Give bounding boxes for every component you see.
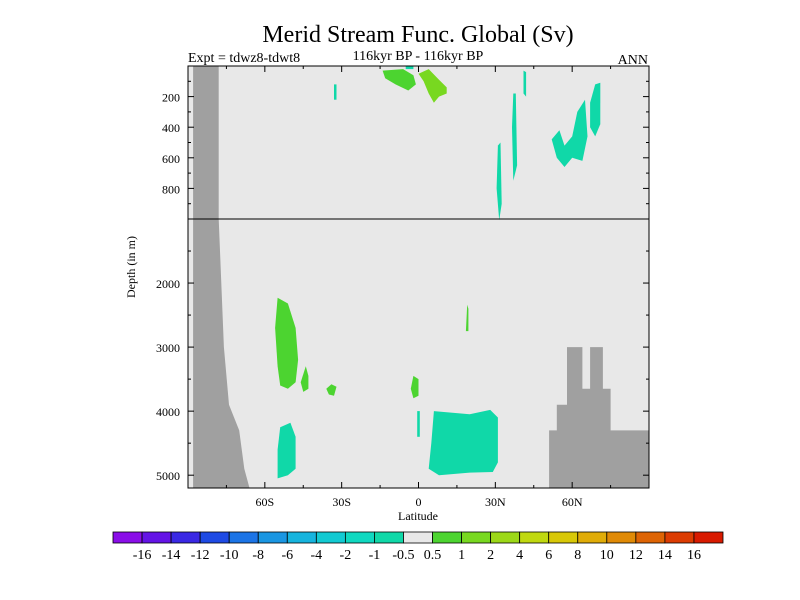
contour-region-16 xyxy=(590,82,601,137)
contour-region-6 xyxy=(428,409,498,476)
contour-region-9 xyxy=(418,69,447,103)
colorbar-box-20 xyxy=(693,531,724,544)
x-tick-label-2: 0 xyxy=(416,495,422,509)
colorbar-box-9 xyxy=(374,531,404,544)
colorbar-label-17: 12 xyxy=(629,548,643,563)
colorbar-label-16: 10 xyxy=(600,548,614,563)
contour-region-10 xyxy=(405,66,414,70)
contour-region-12 xyxy=(496,142,502,221)
experiment-label: Expt = tdwz8-tdwt8 xyxy=(188,51,300,66)
y-axis-label: Depth (in m) xyxy=(124,236,138,298)
colorbar-box-1 xyxy=(141,531,172,544)
chart-title: Merid Stream Func. Global (Sv) xyxy=(262,22,573,48)
colorbar-box-6 xyxy=(286,531,317,544)
colorbar-label-1: -14 xyxy=(162,548,181,563)
period-label: 116kyr BP - 116kyr BP xyxy=(353,49,484,64)
x-tick-label-4: 60N xyxy=(562,495,583,509)
x-tick-label-1: 30S xyxy=(332,495,351,509)
colorbar-label-7: -2 xyxy=(340,548,352,563)
colorbar: -16 -14 -12 -10 -8 -6 -4 -2 -1 -0.5 0.5 1 2 4 6 8 10 12 14… xyxy=(112,531,724,563)
colorbar-box-12 xyxy=(461,531,492,544)
x-tick-label-3: 30N xyxy=(485,495,506,509)
contour-region-14 xyxy=(523,70,527,97)
colorbar-box-4 xyxy=(228,531,259,544)
contour-region-13 xyxy=(512,93,518,181)
colorbar-label-11: 1 xyxy=(458,548,465,563)
colorbar-box-17 xyxy=(606,531,637,544)
colorbar-box-10 xyxy=(403,531,433,544)
colorbar-label-18: 14 xyxy=(658,548,672,563)
colorbar-box-14 xyxy=(519,531,550,544)
y-axis: 200 400 600 800 2000 3000 4000 5000 xyxy=(156,80,649,483)
land-left-wall xyxy=(193,66,250,488)
colorbar-box-5 xyxy=(257,531,288,544)
season-label: ANN xyxy=(618,53,648,68)
colorbar-label-6: -4 xyxy=(310,548,322,563)
contour-region-3 xyxy=(410,375,419,399)
contour-regions xyxy=(275,66,601,479)
contour-region-15 xyxy=(551,99,588,167)
colorbar-label-15: 8 xyxy=(574,548,581,563)
colorbar-box-15 xyxy=(548,531,579,544)
colorbar-box-19 xyxy=(664,531,695,544)
contour-region-1 xyxy=(300,366,309,392)
colorbar-box-11 xyxy=(432,531,462,544)
colorbar-box-7 xyxy=(315,531,346,544)
colorbar-label-4: -8 xyxy=(252,548,264,563)
land-right-block xyxy=(549,347,649,488)
colorbar-box-8 xyxy=(344,531,375,544)
contour-region-0 xyxy=(275,297,299,389)
contour-region-7 xyxy=(417,411,420,437)
y-tick-label-4: 2000 xyxy=(156,277,180,291)
land-mask xyxy=(193,66,649,488)
colorbar-label-3: -10 xyxy=(220,548,239,563)
colorbar-label-13: 4 xyxy=(516,548,523,563)
colorbar-label-12: 2 xyxy=(487,548,494,563)
contour-region-2 xyxy=(326,384,337,396)
colorbar-box-0 xyxy=(112,531,143,544)
colorbar-label-19: 16 xyxy=(687,548,701,563)
colorbar-box-18 xyxy=(635,531,666,544)
y-tick-label-0: 200 xyxy=(162,91,180,105)
colorbar-label-8: -1 xyxy=(369,548,381,563)
colorbar-box-16 xyxy=(577,531,608,544)
colorbar-box-3 xyxy=(199,531,230,544)
colorbar-label-2: -12 xyxy=(191,548,210,563)
y-tick-label-7: 5000 xyxy=(156,469,180,483)
y-tick-label-3: 800 xyxy=(162,182,180,196)
contour-region-8 xyxy=(382,69,416,91)
colorbar-label-5: -6 xyxy=(281,548,293,563)
contour-region-11 xyxy=(334,84,337,100)
colorbar-label-0: -16 xyxy=(133,548,152,563)
x-axis-label: Latitude xyxy=(398,509,438,523)
x-axis: 60S 30S 0 30N 60N xyxy=(225,66,612,509)
y-tick-label-1: 400 xyxy=(162,121,180,135)
y-tick-label-5: 3000 xyxy=(156,341,180,355)
colorbar-box-13 xyxy=(490,531,521,544)
contour-region-5 xyxy=(277,422,296,479)
y-tick-label-6: 4000 xyxy=(156,405,180,419)
colorbar-label-14: 6 xyxy=(545,548,552,563)
contour-region-4 xyxy=(465,304,469,332)
colorbar-box-2 xyxy=(170,531,201,544)
colorbar-label-10: 0.5 xyxy=(424,548,442,563)
y-tick-label-2: 600 xyxy=(162,152,180,166)
colorbar-label-9: -0.5 xyxy=(392,548,414,563)
x-tick-label-0: 60S xyxy=(255,495,274,509)
